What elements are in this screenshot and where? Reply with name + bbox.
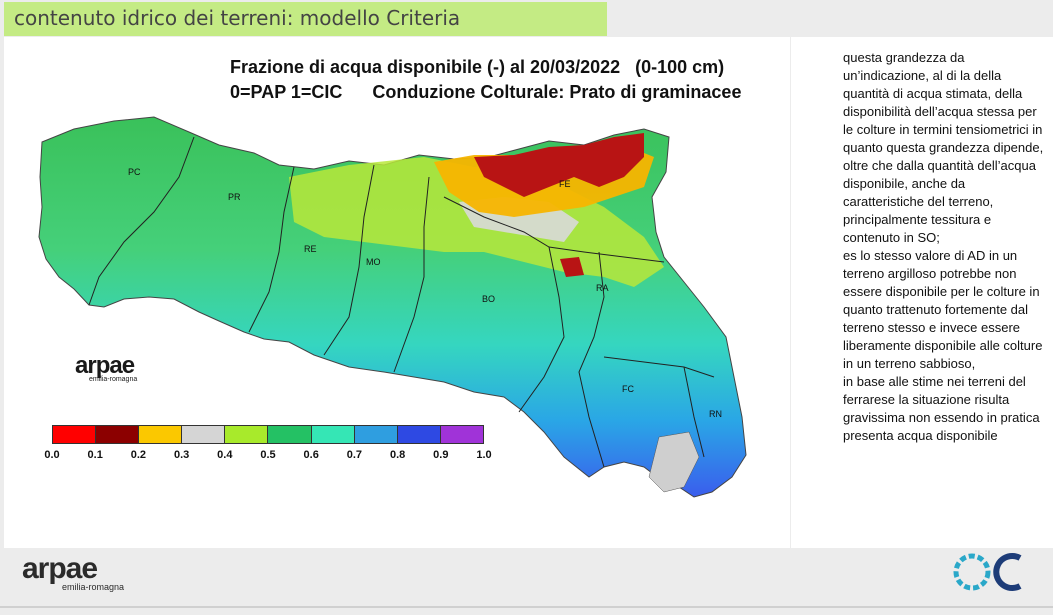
note-paragraph: in base alle stime nei terreni del ferra… bbox=[843, 374, 1040, 443]
legend-labels: 0.0 0.1 0.2 0.3 0.4 0.5 0.6 0.7 0.8 0.9 1.0 bbox=[44, 449, 491, 465]
legend-swatch bbox=[225, 426, 269, 443]
province-label-pc: PC bbox=[128, 167, 141, 177]
legend-label: 0.5 bbox=[260, 449, 276, 461]
province-label-fc: FC bbox=[622, 384, 634, 394]
slide-title-bar: contenuto idrico dei terreni: modello Cr… bbox=[4, 2, 607, 36]
legend-swatch bbox=[53, 426, 97, 443]
moisture-zone-red bbox=[474, 133, 644, 197]
legend-swatch bbox=[440, 426, 483, 443]
note-paragraph: es lo stesso valore di AD in un terreno … bbox=[843, 248, 1043, 371]
legend-label: 0.1 bbox=[87, 449, 103, 461]
legend-label: 0.3 bbox=[173, 449, 190, 461]
footer-divider bbox=[0, 606, 1053, 608]
map-logo-sub: emilia-romagna bbox=[89, 376, 138, 383]
map-title: Frazione di acqua disponibile (-) al 20/… bbox=[230, 57, 725, 77]
moisture-zone-red-2 bbox=[560, 257, 584, 277]
slide-title: contenuto idrico dei terreni: modello Cr… bbox=[14, 6, 461, 30]
province-label-rn: RN bbox=[709, 409, 722, 419]
legend-label: 0.6 bbox=[303, 449, 319, 461]
province-label-ra: RA bbox=[596, 283, 609, 293]
legend-swatch bbox=[354, 426, 398, 443]
province-label-re: RE bbox=[304, 244, 317, 254]
legend-swatch bbox=[182, 426, 226, 443]
legend-label: 1.0 bbox=[476, 449, 492, 461]
legend-swatch bbox=[96, 426, 140, 443]
legend-label: 0.4 bbox=[217, 449, 233, 461]
legend-swatch bbox=[268, 426, 312, 443]
footer-logo: arpae emilia-romagna bbox=[22, 552, 124, 592]
legend-swatch bbox=[139, 426, 183, 443]
footer-logo-word: arpae bbox=[22, 552, 98, 585]
notes-text: questa grandezza da un’indicazione, al d… bbox=[843, 49, 1048, 445]
notes-panel bbox=[791, 37, 1053, 548]
legend-label: 0.2 bbox=[130, 449, 147, 461]
legend-swatch bbox=[311, 426, 355, 443]
legend-swatch bbox=[397, 426, 441, 443]
moisture-zone-grey-se bbox=[648, 431, 700, 493]
footer-logo-sub: emilia-romagna bbox=[62, 582, 125, 592]
legend-label: 0.0 bbox=[44, 449, 60, 461]
color-legend: 0.0 0.1 0.2 0.3 0.4 0.5 0.6 0.7 0.8 0.9 1.0 bbox=[44, 425, 492, 465]
province-borders bbox=[88, 136, 715, 468]
footer-partner-logo-icon bbox=[953, 553, 1022, 591]
legend-label: 0.7 bbox=[346, 449, 363, 461]
province-label-mo: MO bbox=[366, 257, 381, 267]
legend-color-bar bbox=[52, 425, 484, 444]
map-logo: arpae emilia-romagna bbox=[75, 352, 137, 383]
province-label-bo: BO bbox=[482, 294, 495, 304]
legend-label: 0.9 bbox=[433, 449, 449, 461]
map-logo-word: arpae bbox=[75, 352, 135, 379]
note-paragraph: questa grandezza da un’indicazione, al d… bbox=[843, 50, 1044, 245]
province-label-pr: PR bbox=[228, 192, 241, 202]
legend-label: 0.8 bbox=[389, 449, 406, 461]
water-fraction-map: PC PR RE MO BO FE RA FC RN bbox=[38, 116, 747, 498]
province-label-fe: FE bbox=[559, 179, 571, 189]
map-subtitle: 0=PAP 1=CIC Conduzione Colturale: Prato … bbox=[230, 82, 742, 102]
